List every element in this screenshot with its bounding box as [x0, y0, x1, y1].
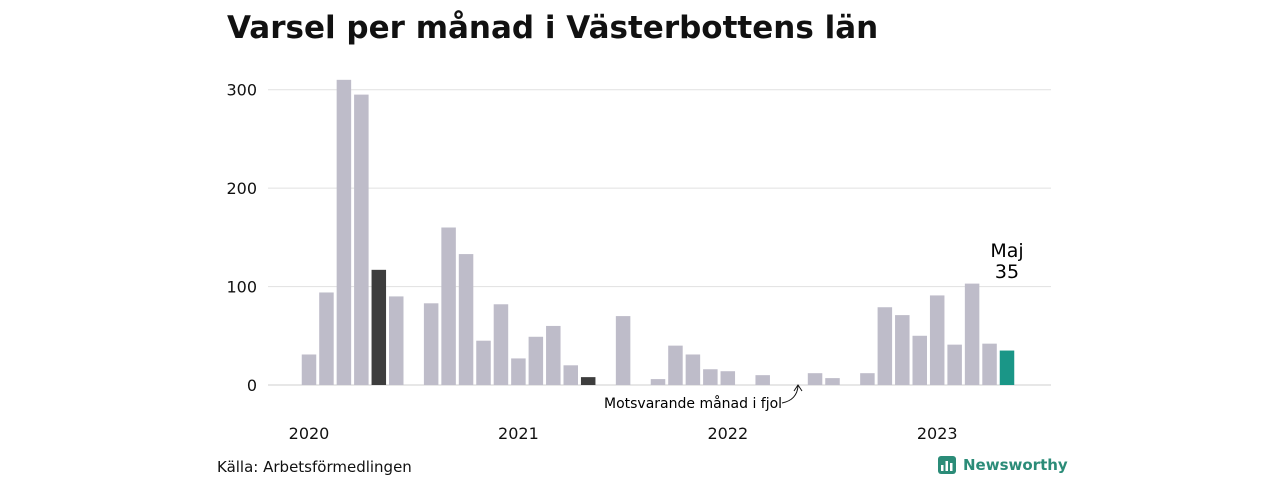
bar-2021-05 — [580, 377, 596, 386]
bar-2020-03 — [336, 79, 352, 385]
bar-2020-08 — [423, 303, 439, 385]
bar-2022-07 — [825, 378, 840, 385]
bar-2022-12 — [912, 335, 927, 385]
source-note: Källa: Arbetsförmedlingen — [217, 458, 412, 476]
bar-2021-01 — [511, 358, 526, 385]
bar-2022-11 — [895, 315, 910, 385]
bar-2020-12 — [493, 304, 509, 385]
x-tick-label: 2020 — [289, 424, 330, 443]
prev-year-note: Motsvarande månad i fjol — [604, 395, 782, 412]
y-axis-ticks: 0 100 200 300 — [226, 81, 257, 395]
newsworthy-icon — [938, 456, 956, 474]
x-axis-ticks: 2020 2021 2022 2023 — [289, 424, 958, 443]
bar-2020-05 — [371, 269, 387, 385]
y-tick-label: 0 — [247, 376, 257, 395]
y-tick-label: 200 — [226, 179, 257, 198]
bar-2022-03 — [755, 375, 770, 385]
current-value-label: 35 — [995, 261, 1019, 283]
bar-2022-10 — [877, 307, 893, 385]
brand-name: Newsworthy — [963, 456, 1068, 474]
bars — [301, 79, 1015, 386]
bar-2023-05 — [999, 350, 1015, 385]
current-month-label: Maj — [990, 240, 1023, 262]
bar-2022-09 — [860, 373, 875, 385]
y-tick-label: 100 — [226, 278, 257, 297]
bar-2021-03 — [546, 325, 561, 385]
bar-2020-10 — [458, 254, 474, 385]
bar-2020-01 — [301, 354, 317, 385]
bar-2020-06 — [389, 296, 404, 385]
y-tick-label: 300 — [226, 81, 257, 100]
bar-2023-04 — [982, 343, 997, 385]
bar-2021-12 — [703, 369, 718, 385]
bar-2020-11 — [476, 340, 491, 385]
chart-title: Varsel per månad i Västerbottens län — [227, 10, 878, 46]
bar-2020-04 — [354, 94, 369, 386]
x-tick-label: 2021 — [498, 424, 539, 443]
bar-2023-02 — [947, 344, 962, 385]
bar-2022-01 — [720, 371, 736, 385]
bar-2021-02 — [528, 336, 544, 385]
bar-2021-04 — [563, 365, 578, 385]
bar-2020-02 — [319, 292, 334, 385]
bar-2021-09 — [650, 379, 666, 385]
prev-year-note-arrowhead — [793, 384, 803, 392]
bar-2021-11 — [685, 354, 701, 385]
annotations: Maj 35 Motsvarande månad i fjol — [604, 240, 1024, 412]
bar-2023-03 — [964, 283, 980, 385]
bar-2022-06 — [807, 373, 823, 385]
bar-2020-09 — [441, 227, 456, 385]
bar-2021-07 — [615, 316, 631, 385]
x-tick-label: 2023 — [917, 424, 958, 443]
brand-logo[interactable]: Newsworthy — [937, 455, 1068, 475]
prev-year-note-arrow — [781, 385, 799, 404]
bar-2023-01 — [929, 295, 945, 385]
x-tick-label: 2022 — [707, 424, 748, 443]
bar-2021-10 — [668, 345, 683, 386]
